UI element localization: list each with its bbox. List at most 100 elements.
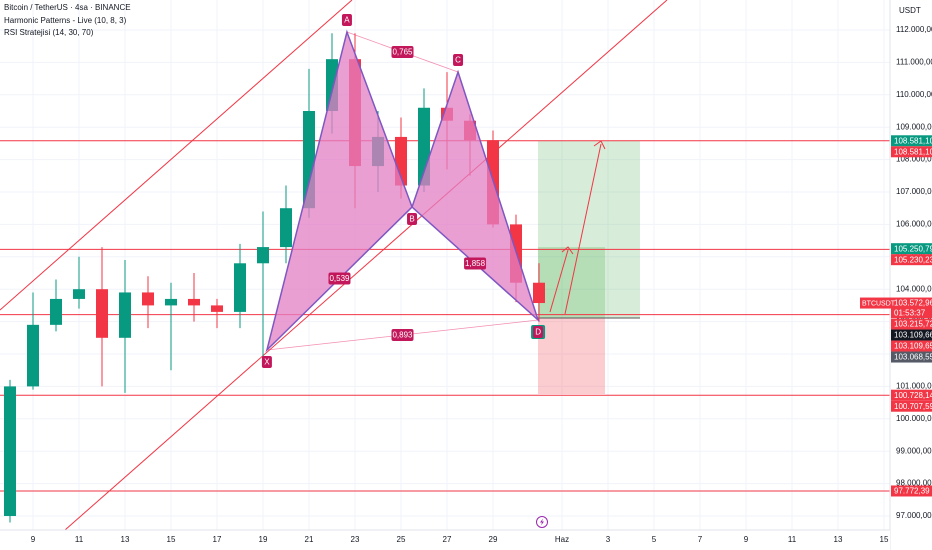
icon-bolt: [540, 518, 544, 526]
price-marker: [891, 389, 932, 401]
candle-body: [50, 298, 62, 325]
ratio-box: [391, 46, 414, 59]
stop-zone: [538, 318, 605, 394]
y-tick-label: 109.000,00: [896, 122, 932, 131]
price-marker-label: 108.581,10: [894, 147, 932, 156]
x-axis-area: [0, 530, 890, 550]
y-tick-label: 99.000,00: [896, 446, 932, 455]
x-tick-label: 11: [75, 535, 84, 544]
x-tick-label: 5: [652, 535, 657, 544]
point-label: X: [264, 358, 270, 367]
y-tick-label: 100.000,00: [896, 414, 932, 423]
candle-body: [4, 386, 16, 517]
price-marker: [891, 254, 932, 266]
x-tick-label: 19: [259, 535, 268, 544]
candle-body: [73, 289, 85, 299]
y-tick-label: 108.000,00: [896, 155, 932, 164]
arrow: [564, 143, 602, 315]
point-box: [261, 356, 272, 369]
indicator: Harmonic Patterns - Live (10, 8, 3): [4, 16, 127, 25]
point-label: C: [455, 56, 461, 65]
arrow-head: [561, 246, 574, 255]
target-zone: [538, 141, 640, 318]
x-tick-label: 21: [305, 535, 314, 544]
point-box: [407, 213, 418, 226]
y-tick-label: 106.000,00: [896, 220, 932, 229]
price-marker: [891, 351, 932, 363]
price-marker-label: 100.707,59: [894, 402, 932, 411]
y-tick-label: 110.000,00: [896, 90, 932, 99]
price-marker: [891, 329, 932, 341]
y-tick-label: 98.000,00: [896, 479, 932, 488]
ratio-label: 0,893: [392, 331, 413, 340]
price-markers: 108.581,10 108.581,10 105.250,79 105.230,23…: [860, 135, 932, 497]
price-marker: [891, 318, 932, 330]
countdown: 01:53:37: [894, 309, 926, 318]
x-tick-label: 29: [489, 535, 498, 544]
candle-body: [27, 324, 39, 387]
candle-body: [234, 263, 246, 312]
x-tick-label: 7: [698, 535, 703, 544]
projection-arrows: [549, 140, 606, 315]
candle-body: [96, 289, 108, 338]
price-marker-label: 103.215,72: [894, 320, 932, 329]
y-axis-area: [890, 0, 932, 550]
channel-line: [64, 0, 668, 531]
x-tick-label: 25: [397, 535, 406, 544]
candle-body: [257, 247, 269, 264]
x-tick-label: 15: [880, 535, 889, 544]
x-tick-label: 17: [213, 535, 222, 544]
ratio-box: [391, 329, 414, 342]
x-tick-label: 3: [606, 535, 611, 544]
candle-body: [188, 298, 200, 306]
candle-body: [533, 282, 545, 304]
price-marker-label: 97.772,39: [894, 487, 930, 496]
ratio-box: [328, 272, 351, 285]
candle-body: [165, 298, 177, 306]
x-tick-label: 27: [443, 535, 452, 544]
ratio-label: 0,539: [329, 274, 350, 283]
indicator: RSI Stratejisi (14, 30, 70): [4, 28, 94, 37]
x-tick-label: 13: [121, 535, 130, 544]
x-tick-label: 9: [744, 535, 749, 544]
y-tick-label: 104.000,00: [896, 284, 932, 293]
price-marker: [891, 135, 932, 147]
ratio-label: 0,765: [392, 48, 413, 57]
point-box: [453, 53, 464, 66]
event-icon[interactable]: [536, 516, 548, 528]
price-marker: [891, 243, 932, 255]
candle-body: [142, 292, 154, 306]
price-marker-label: 103.109,66: [894, 331, 932, 340]
price-marker-label: 105.250,79: [894, 244, 932, 253]
point-label: B: [409, 215, 414, 224]
x-tick-label: 15: [167, 535, 176, 544]
ratio-box: [464, 257, 487, 270]
channel-line: [0, 0, 353, 311]
price-marker-label: 103.572,96: [894, 299, 932, 308]
x-tick-label: 9: [31, 535, 36, 544]
y-tick-label: 112.000,00: [896, 25, 932, 34]
price-marker-label: 100.728,14: [894, 391, 932, 400]
chart-title: Bitcoin / TetherUS · 4sa · BINANCE: [4, 3, 131, 12]
point-label: A: [344, 16, 350, 25]
y-tick-label: 107.000,00: [896, 187, 932, 196]
price-marker-label: 105.230,23: [894, 255, 932, 264]
arrow-head: [593, 140, 606, 150]
point-label: D: [535, 328, 541, 337]
price-marker: [891, 485, 932, 497]
price-marker: [891, 400, 932, 412]
price-marker-label: 108.581,10: [894, 136, 932, 145]
y-axis-label: USDT: [899, 6, 921, 15]
x-tick-label: Haz: [555, 535, 569, 544]
y-tick-label: 101.000,00: [896, 382, 932, 391]
arrow: [549, 249, 569, 313]
x-tick-label: 13: [834, 535, 843, 544]
candle-body: [119, 292, 131, 338]
candle-body: [280, 208, 292, 248]
price-marker-label: 103.068,55: [894, 353, 932, 362]
symbol-tag: [860, 297, 891, 309]
ratio-label: 1,858: [465, 259, 486, 268]
price-marker: [891, 340, 932, 352]
